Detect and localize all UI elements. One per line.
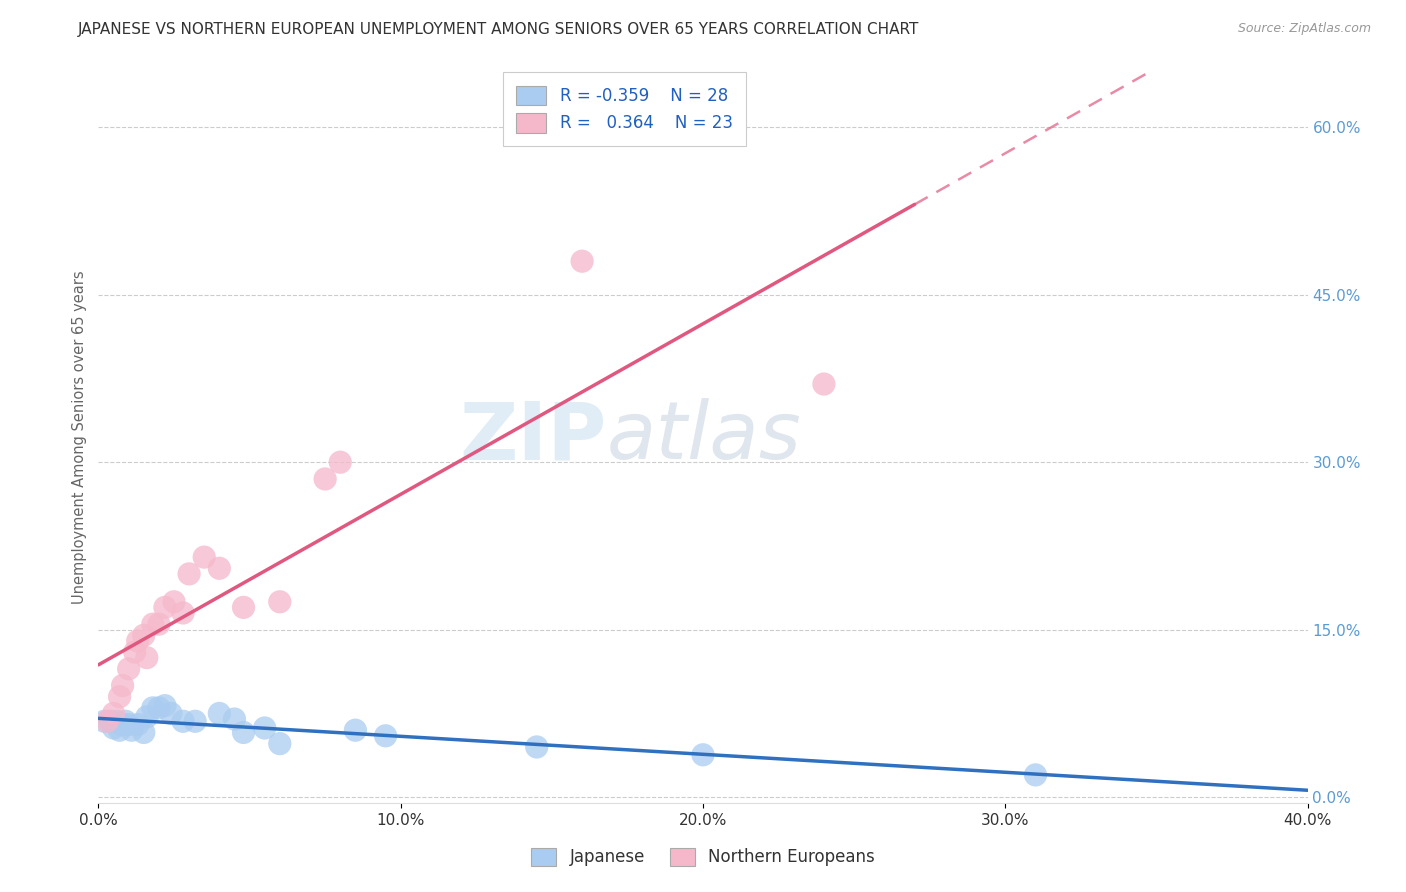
Legend: R = -0.359    N = 28, R =   0.364    N = 23: R = -0.359 N = 28, R = 0.364 N = 23 [503,72,747,146]
Point [111,679,134,693]
Point [124,645,146,659]
Point [179,566,201,581]
Point [172,714,194,729]
Point [142,617,165,632]
Point [314,472,336,486]
Point [96,714,118,729]
Point [526,739,548,754]
Point [172,606,194,620]
Point [111,717,134,731]
Point [118,717,141,731]
Point [100,714,122,729]
Point [132,628,155,642]
Point [108,690,131,704]
Point [184,714,207,729]
Point [132,725,155,739]
Point [135,710,157,724]
Point [344,723,367,738]
Text: Source: ZipAtlas.com: Source: ZipAtlas.com [1237,22,1371,36]
Y-axis label: Unemployment Among Seniors over 65 years: Unemployment Among Seniors over 65 years [72,270,87,604]
Point [232,725,254,739]
Text: ZIP: ZIP [458,398,606,476]
Point [193,550,215,565]
Point [571,254,593,268]
Point [269,595,291,609]
Point [114,714,136,729]
Legend: Japanese, Northern Europeans: Japanese, Northern Europeans [523,839,883,875]
Point [224,712,246,726]
Point [269,737,291,751]
Point [127,717,149,731]
Point [127,633,149,648]
Point [108,723,131,738]
Point [232,600,254,615]
Point [692,747,714,762]
Point [208,706,231,721]
Point [153,698,176,713]
Point [374,729,396,743]
Point [153,600,176,615]
Text: atlas: atlas [606,398,801,476]
Point [93,714,115,729]
Point [1024,768,1046,782]
Point [253,721,276,735]
Point [208,561,231,575]
Point [103,706,125,721]
Point [118,662,141,676]
Point [103,721,125,735]
Point [135,650,157,665]
Point [105,714,128,729]
Point [121,723,143,738]
Point [142,701,165,715]
Text: JAPANESE VS NORTHERN EUROPEAN UNEMPLOYMENT AMONG SENIORS OVER 65 YEARS CORRELATI: JAPANESE VS NORTHERN EUROPEAN UNEMPLOYME… [77,22,918,37]
Point [148,701,170,715]
Point [813,377,835,392]
Point [160,706,183,721]
Point [148,617,170,632]
Point [329,455,352,469]
Point [163,595,186,609]
